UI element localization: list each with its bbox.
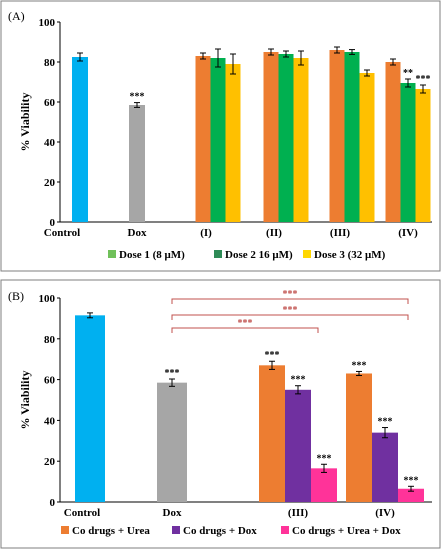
bar-dox [157, 382, 187, 502]
legend-swatch [281, 526, 289, 534]
y-tick-label: 20 [44, 177, 56, 189]
y-tick-label: 80 [44, 334, 56, 346]
bar-control [75, 315, 105, 502]
legend-swatch [172, 526, 180, 534]
panel-b-bars: *** *** *** *** *** *** *** [75, 312, 424, 502]
legend-swatch [214, 250, 222, 258]
x-category-label: (II) [266, 227, 282, 239]
panel-b-legend: Co drugs + Urea Co drugs + Dox Co drugs + … [61, 525, 401, 537]
y-tick-label: 0 [50, 497, 56, 509]
significance-bracket [171, 314, 409, 320]
bar-series-1 [346, 373, 372, 502]
panel-a-category-labels: Control Dox (I) (II) (III) (IV) [44, 227, 418, 239]
significance-bracket [171, 298, 409, 304]
panel-b-y-axis-label: % Viability [18, 370, 32, 429]
bar-series-2 [210, 58, 226, 222]
legend-swatch [61, 526, 69, 534]
bar-series-3 [398, 488, 424, 502]
panel-a-bars: ******** [72, 46, 431, 222]
legend-label: Dose 2 16 μM) [225, 249, 293, 261]
panel-b-category-labels: Control Dox (III) (IV) [64, 507, 395, 519]
bar-series-1 [195, 56, 211, 222]
bar-series-1 [385, 62, 401, 222]
bar-series-1 [263, 52, 279, 222]
x-category-label: Dox [163, 507, 182, 519]
bar-series-1 [259, 365, 285, 502]
legend-swatch [108, 250, 116, 258]
panel-b-label: (B) [8, 289, 24, 303]
x-category-label: Control [64, 507, 100, 519]
panel-a-y-axis-label: % Viability [18, 92, 32, 151]
legend-swatch [303, 250, 311, 258]
panel-b-significance-brackets: *** *** *** [171, 289, 409, 333]
bar-series-3 [415, 89, 431, 222]
x-category-label: Control [44, 227, 80, 239]
y-tick-label: 100 [39, 17, 56, 29]
bar-series-3 [293, 58, 309, 222]
bar-series-2 [285, 389, 311, 502]
bar-series-2 [400, 83, 416, 222]
legend-label: Co drugs + Urea [72, 525, 150, 537]
y-tick-label: 0 [50, 217, 56, 229]
y-tick-label: 80 [44, 57, 56, 69]
x-category-label: (I) [200, 227, 212, 239]
significance-label: *** [378, 417, 393, 428]
significance-bracket [171, 327, 319, 333]
significance-label: *** [317, 453, 332, 464]
bar-dox [129, 105, 145, 222]
significance-label: *** [130, 92, 145, 103]
x-category-label: (IV) [398, 227, 418, 239]
y-tick-label: 20 [44, 456, 56, 468]
x-category-label: (III) [330, 227, 351, 239]
bar-control [72, 57, 88, 222]
bar-series-3 [311, 468, 337, 502]
bar-series-2 [372, 432, 398, 502]
bracket-significance-label: *** [283, 289, 298, 300]
significance-label: *** [416, 74, 431, 85]
significance-label: *** [265, 350, 280, 361]
panel-b-y-ticks: 0 20 40 60 80 100 [39, 293, 60, 509]
significance-label: *** [165, 368, 180, 379]
x-category-label: (IV) [375, 507, 395, 519]
bar-series-3 [225, 64, 241, 222]
y-tick-label: 60 [44, 97, 56, 109]
panel-a-legend: Dose 1 (8 μM) Dose 2 16 μM) Dose 3 (32 μM) [108, 249, 386, 261]
x-category-label: Dox [128, 227, 147, 239]
legend-label: Co drugs + Dox [183, 525, 257, 537]
significance-label: *** [352, 360, 367, 371]
legend-label: Co drugs + Urea + Dox [292, 525, 401, 537]
y-tick-label: 100 [39, 293, 56, 305]
bar-series-3 [359, 73, 375, 222]
panel-b: (B) % Viability 0 20 40 60 80 100 *** *** *** *… [0, 279, 441, 549]
y-tick-label: 60 [44, 375, 56, 387]
significance-label: *** [404, 475, 419, 486]
panel-a-label: (A) [8, 9, 25, 23]
bar-series-2 [344, 52, 360, 222]
bar-series-2 [278, 54, 294, 222]
legend-label: Dose 3 (32 μM) [314, 249, 386, 261]
y-tick-label: 40 [44, 137, 56, 149]
bracket-significance-label: *** [283, 305, 298, 316]
y-tick-label: 40 [44, 415, 56, 427]
panel-a-y-ticks: 0 20 40 60 80 100 [39, 17, 60, 229]
bracket-significance-label: *** [238, 318, 253, 329]
significance-label: *** [291, 375, 306, 386]
bar-series-1 [329, 50, 345, 222]
legend-label: Dose 1 (8 μM) [119, 249, 185, 261]
significance-label: ** [403, 68, 413, 79]
x-category-label: (III) [288, 507, 309, 519]
